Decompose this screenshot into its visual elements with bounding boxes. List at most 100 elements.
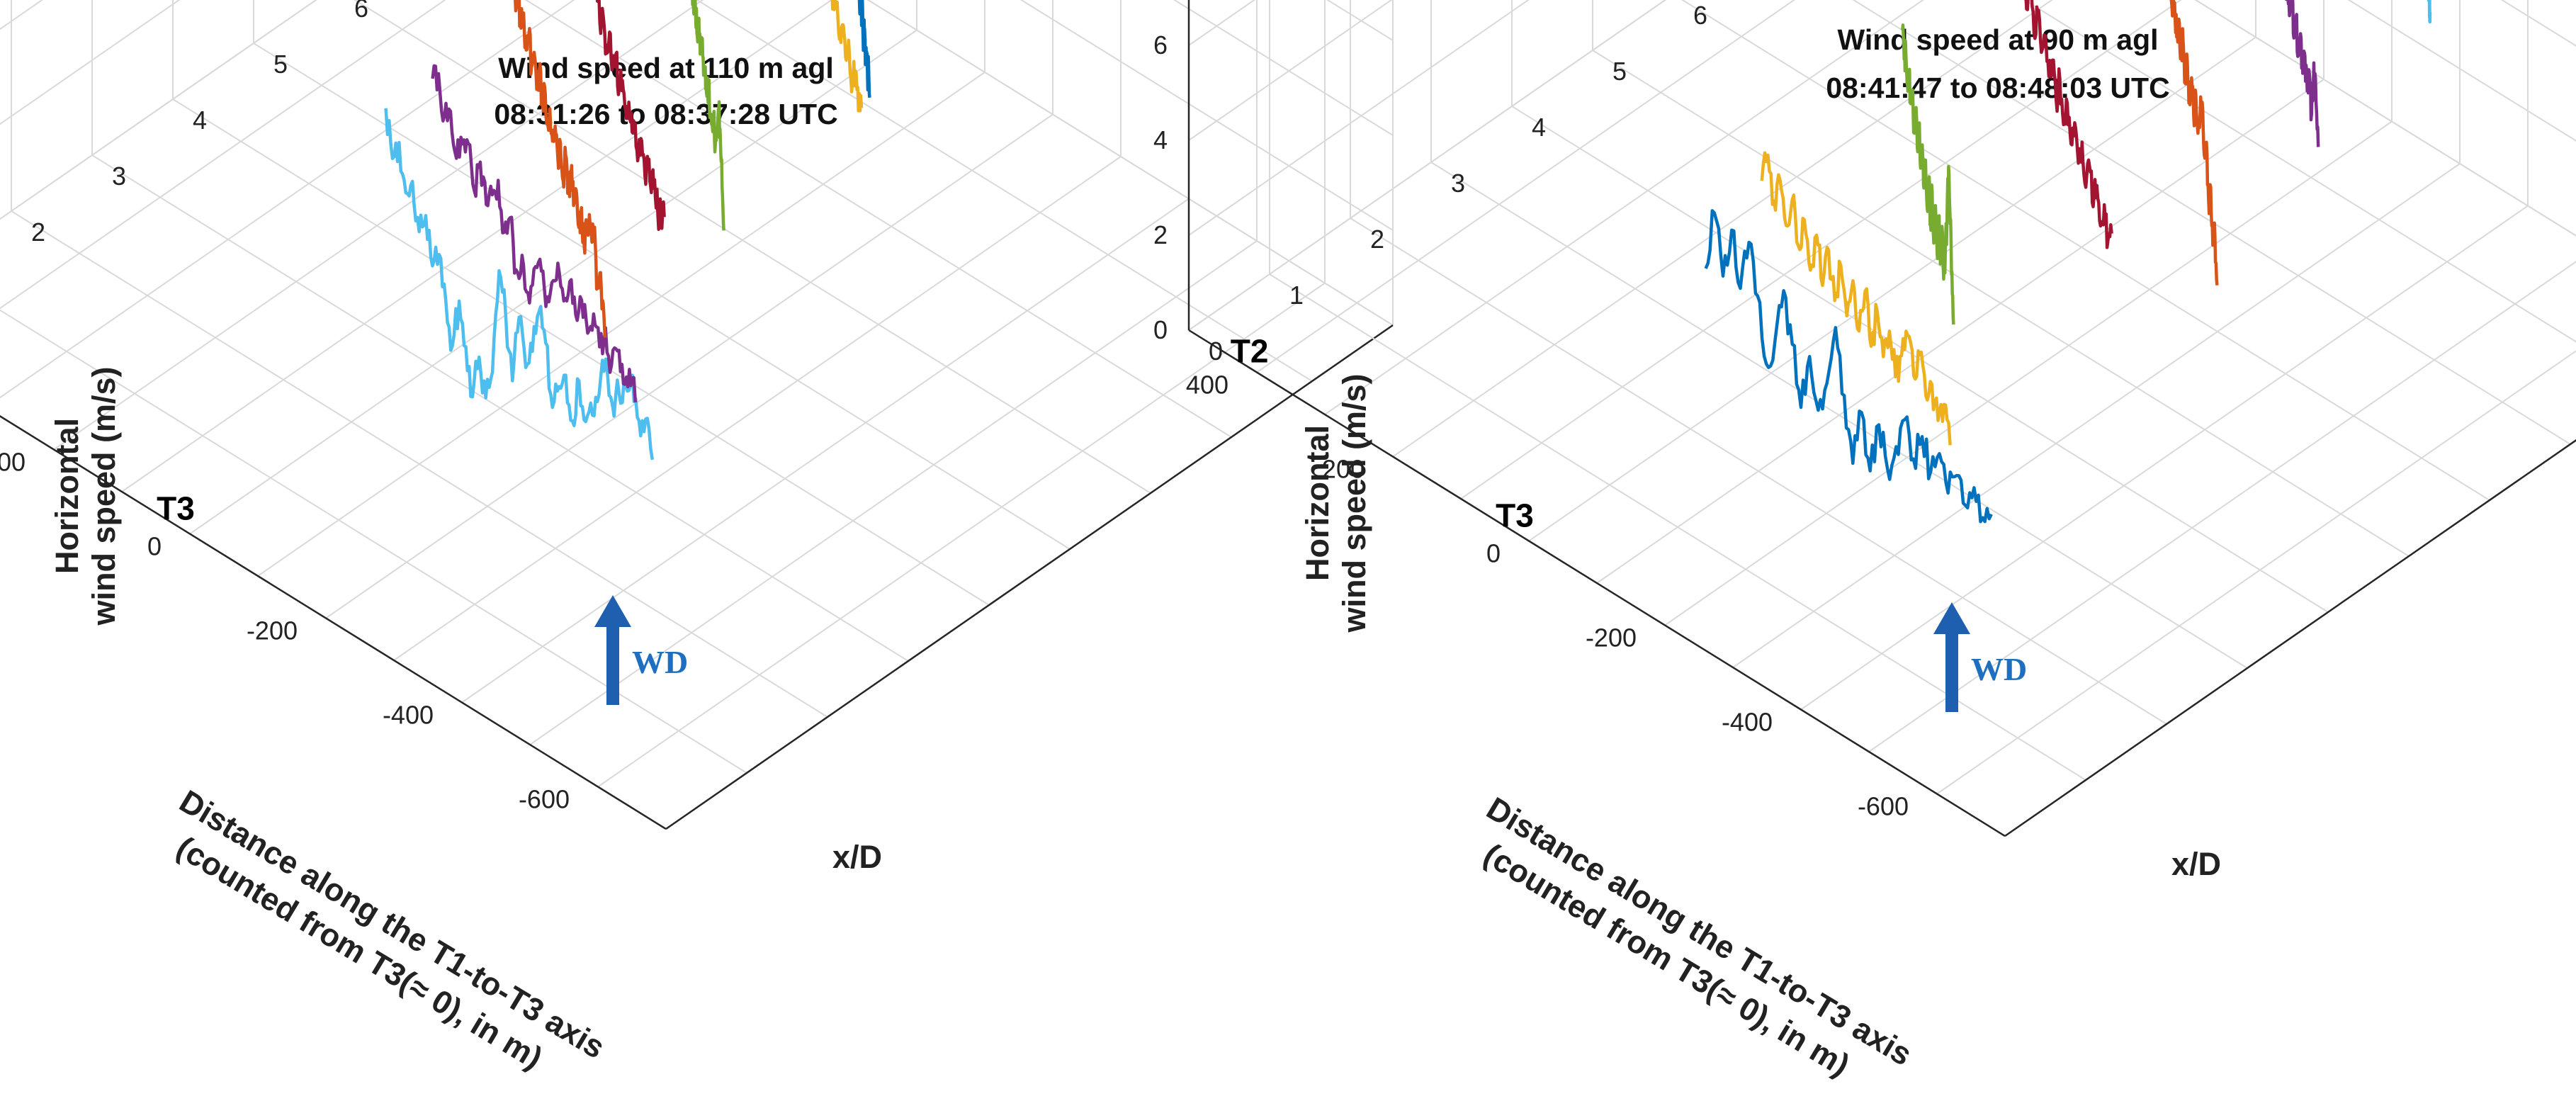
z-axis-label-line: Horizontal <box>49 418 85 574</box>
backwall-gridline-z <box>1188 0 1667 331</box>
floor-gridline-y <box>1392 0 2053 458</box>
series-line <box>830 0 864 113</box>
x-tick-label: 1 <box>1289 281 1304 310</box>
y-tick-label: -400 <box>1722 708 1773 737</box>
sidewall-gridline-z <box>2194 0 2576 237</box>
x-tick-label: 3 <box>1451 169 1465 198</box>
backwall-gridline-z <box>0 0 317 220</box>
x-tick-label: 6 <box>1693 1 1707 30</box>
sidewall-gridline-z <box>866 0 1394 326</box>
floor-gridline-y <box>461 198 1190 704</box>
backwall-gridline-z <box>1188 0 1530 236</box>
series-line <box>1901 23 1955 325</box>
floor-gridline-y <box>1324 0 1924 415</box>
wind-direction-arrow <box>594 595 631 705</box>
x-axis-line <box>665 324 1394 830</box>
x-tick-label: 5 <box>273 50 288 79</box>
y-axis-label-line: Distance along the T1-to-T3 axis <box>1481 790 1919 1073</box>
arrow-head <box>1933 602 1970 634</box>
x-tick-label: 3 <box>112 162 126 191</box>
chart-title-line: Wind speed at 90 m agl <box>1837 23 2158 56</box>
y-tick-label: -200 <box>1586 623 1637 653</box>
y-tick-label: -600 <box>519 785 570 814</box>
floor-gridline-y <box>529 240 1258 745</box>
arrow-shaft <box>606 620 619 705</box>
arrow-shaft <box>1945 627 1958 712</box>
series-line <box>431 64 638 403</box>
z-axis-label-line: wind speed (m/s) <box>86 366 122 626</box>
z-axis-label-line: Horizontal <box>1299 425 1335 581</box>
series-line <box>2284 0 2320 147</box>
y-axis-label-line: (counted from T3(≈ 0), in m) <box>1478 836 1856 1083</box>
y-axis-label: Distance along the T1-to-T3 axis(counted… <box>171 783 611 1076</box>
floor-gridline-y <box>0 0 575 399</box>
floor-gridline-y <box>2004 439 2576 837</box>
floor-gridline-y <box>0 0 446 310</box>
y-tick-label: 200 <box>0 448 26 477</box>
floor-gridline-y <box>1528 36 2256 542</box>
sidewall-gridline-z <box>1173 0 1394 136</box>
chart-title-line: 08:41:47 to 08:48:03 UTC <box>1826 72 2169 104</box>
floor-gridline-y <box>121 0 833 492</box>
floor-gridline-y <box>1868 261 2576 752</box>
floor-gridline-y <box>1800 205 2529 711</box>
y-axis-label-line: (counted from T3(≈ 0), in m) <box>171 829 549 1076</box>
x-tick-label: 0 <box>1209 337 1223 366</box>
floor-gridline-y <box>597 282 1326 788</box>
floor-gridline-y <box>1460 0 2182 499</box>
x-tick-label: 6 <box>354 0 368 23</box>
x-tick-label: 4 <box>193 106 207 135</box>
series-line <box>2024 0 2113 249</box>
backwall-gridline-z <box>1188 0 1256 46</box>
x-tick-label: 2 <box>31 218 45 247</box>
y-tick-label: 0 <box>147 532 162 561</box>
wind-direction-label: WD <box>1971 651 2027 687</box>
wind-direction-arrow <box>1933 602 1970 712</box>
x-axis-label: x/D <box>2171 846 2221 882</box>
z-tick-label: 4 <box>1153 125 1168 154</box>
y-axis-label-line: Distance along the T1-to-T3 axis <box>174 783 611 1066</box>
x-tick-label: 5 <box>1612 57 1627 86</box>
backwall-gridline-z <box>1188 0 1393 141</box>
series-line <box>857 0 871 98</box>
floor-gridline-y <box>1596 79 2324 584</box>
series-line <box>514 0 607 338</box>
floor-gridline-y <box>53 0 704 451</box>
series-line <box>2169 0 2219 286</box>
x-tick-label: 2 <box>1370 225 1384 254</box>
y-axis-line <box>1188 329 2006 837</box>
z-tick-label: 6 <box>1153 30 1168 60</box>
wind-direction-label: WD <box>632 644 688 680</box>
turbine-label: T3 <box>1496 497 1534 534</box>
z-axis-label: Horizontal wind speed (m/s) <box>1299 373 1372 633</box>
series-line <box>595 0 666 231</box>
z-axis-label-line: wind speed (m/s) <box>1336 373 1372 633</box>
y-tick-label: -200 <box>247 616 298 645</box>
floor-gridline-y <box>393 156 1122 661</box>
floor-gridline-y <box>1732 163 2461 668</box>
series-line <box>691 0 725 231</box>
y-axis-label: Distance along the T1-to-T3 axis(counted… <box>1478 790 1919 1083</box>
turbine-label: T2 <box>1231 332 1269 369</box>
y-tick-label: 400 <box>1186 371 1228 400</box>
series-line <box>2427 0 2432 24</box>
y-tick-label: -600 <box>1858 792 1909 821</box>
floor-gridline-y <box>1256 0 1796 373</box>
y-tick-label: 200 <box>1322 455 1365 484</box>
turbine-label: T3 <box>157 490 195 527</box>
y-tick-label: -400 <box>383 701 434 730</box>
arrow-head <box>594 595 631 627</box>
chart-panel-90m: Wind speed at 90 m agl 08:41:47 to 08:48:… <box>1153 0 2576 1083</box>
floor-gridline-y <box>0 0 317 220</box>
z-tick-label: 0 <box>1153 315 1168 344</box>
series-line <box>1704 209 1993 524</box>
floor-gridline-y <box>257 72 985 577</box>
x-tick-label: 4 <box>1532 113 1546 142</box>
floor-gridline-x <box>1852 0 2571 445</box>
floor-gridline-y <box>1664 120 2393 626</box>
x-axis-line <box>2004 439 2576 837</box>
chart-title-line: Wind speed at 110 m agl <box>498 52 834 84</box>
z-axis-label: Horizontal wind speed (m/s) <box>49 366 122 626</box>
